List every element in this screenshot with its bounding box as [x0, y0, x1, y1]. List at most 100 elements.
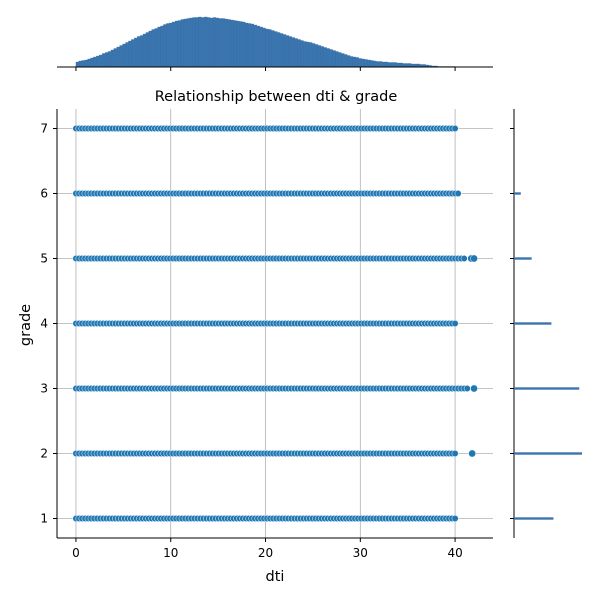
y-tick-label: 5 — [40, 252, 48, 266]
x-hist-bar — [399, 62, 403, 68]
x-hist-bar — [309, 42, 313, 68]
x-hist-bar — [236, 20, 240, 68]
scatter-point — [451, 450, 459, 457]
x-hist-bar — [405, 63, 409, 68]
x-hist-bar — [306, 41, 310, 68]
x-hist-bar — [335, 51, 339, 68]
scatter-point — [470, 384, 478, 393]
y-tick-label: 2 — [40, 447, 48, 461]
x-hist-bar — [172, 21, 176, 68]
x-hist-bar — [367, 59, 371, 68]
y-hist-bar — [514, 452, 582, 455]
scatter-point — [468, 449, 476, 458]
x-hist-bar — [247, 23, 252, 68]
y-tick-label: 7 — [40, 122, 48, 136]
x-hist-bar — [102, 53, 106, 68]
y-hist-bar — [514, 517, 554, 520]
x-hist-bar — [341, 53, 345, 68]
x-hist-bar — [253, 24, 257, 68]
x-hist-bar — [355, 57, 359, 68]
x-hist-bar — [157, 26, 161, 68]
x-hist-bar — [387, 62, 392, 68]
x-hist-bar — [303, 41, 307, 68]
x-hist-bar — [218, 18, 222, 68]
x-hist-bar — [189, 17, 193, 68]
scatter-point — [451, 125, 459, 132]
x-hist-bar — [134, 37, 138, 68]
x-hist-bar — [271, 30, 275, 68]
x-hist-bar — [96, 55, 100, 68]
x-hist-bar — [288, 36, 292, 68]
x-hist-bar — [379, 61, 383, 68]
x-hist-bar — [145, 32, 150, 68]
x-hist-bar — [125, 42, 129, 68]
y-hist-bar — [514, 257, 532, 260]
x-hist-bar — [192, 17, 196, 68]
x-hist-bar — [139, 35, 144, 68]
x-hist-bar — [166, 23, 170, 68]
x-hist-bar — [93, 56, 97, 68]
y-hist-bar — [514, 192, 521, 195]
x-hist-bar — [349, 56, 354, 68]
x-hist-bar — [209, 17, 214, 68]
x-hist-bar — [312, 43, 316, 68]
x-hist-bar — [376, 61, 380, 68]
y-axis-label: grade — [18, 304, 34, 346]
x-hist-bar — [338, 52, 342, 68]
y-tick-label: 6 — [40, 187, 48, 201]
scatter-point — [460, 255, 468, 262]
x-hist-bar — [198, 16, 202, 68]
x-hist-bar — [352, 56, 357, 68]
x-hist-bar — [291, 37, 295, 68]
x-hist-bar — [329, 49, 333, 68]
x-hist-bar — [239, 21, 243, 68]
x-hist-bar — [402, 63, 406, 68]
x-hist-bar — [314, 44, 319, 68]
marginal-y-histogram — [510, 109, 582, 538]
x-hist-bar — [408, 63, 412, 68]
x-hist-bar — [326, 48, 330, 68]
x-hist-bar — [320, 46, 324, 68]
x-hist-bar — [78, 60, 82, 68]
x-hist-bar — [75, 61, 80, 68]
marginal-x-histogram — [57, 16, 493, 71]
scatter-point — [451, 320, 459, 327]
x-hist-bar — [212, 17, 217, 68]
y-hist-bar — [514, 322, 552, 325]
x-hist-bar — [259, 26, 263, 68]
scatter-point — [454, 190, 462, 197]
x-hist-bar — [370, 60, 374, 68]
y-tick-label: 4 — [40, 317, 48, 331]
tick-labels: 0 10 20 30 40 1 2 3 4 5 6 7 — [40, 122, 462, 561]
x-hist-bar — [244, 22, 249, 68]
x-hist-bar — [104, 52, 109, 68]
x-hist-bar — [382, 61, 386, 68]
x-hist-bar — [142, 33, 147, 68]
x-hist-bar — [274, 31, 278, 68]
x-hist-bar — [169, 22, 173, 68]
x-hist-bar — [186, 18, 190, 68]
x-hist-bar — [256, 25, 260, 68]
x-hist-bar — [119, 45, 123, 68]
x-hist-bar — [294, 38, 298, 68]
x-hist-bar — [154, 28, 158, 68]
x-hist-bar — [344, 54, 348, 68]
x-hist-bar — [122, 43, 126, 68]
x-hist-bar — [183, 18, 187, 68]
x-hist-bar — [131, 39, 135, 68]
x-hist-bar — [233, 20, 237, 68]
x-hist-bar — [282, 34, 287, 68]
x-hist-bar — [227, 19, 231, 68]
x-hist-bar — [151, 29, 155, 68]
x-hist-bar — [373, 60, 377, 68]
x-hist-bar — [300, 40, 304, 68]
x-hist-bar — [195, 17, 199, 68]
x-hist-bar — [390, 62, 394, 68]
x-hist-bar — [207, 17, 211, 68]
scatter-point — [463, 385, 471, 392]
x-hist-bar — [262, 27, 266, 68]
scatter-point — [470, 254, 478, 263]
x-hist-bar — [347, 55, 351, 68]
x-hist-bar — [250, 23, 255, 68]
